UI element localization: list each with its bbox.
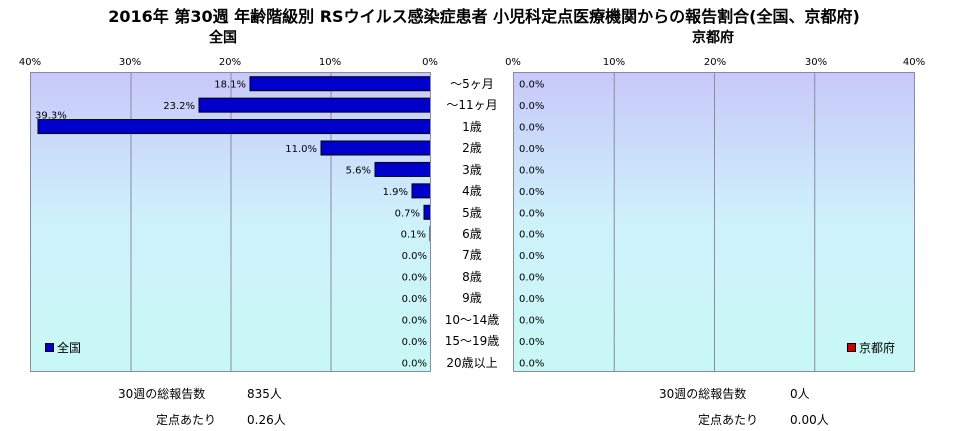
right-data-label: 0.0%	[519, 144, 544, 155]
left-data-label: 0.1%	[401, 230, 426, 241]
left-bar	[374, 161, 430, 177]
category-label: ～11ヶ月	[446, 98, 498, 113]
left-bar	[411, 183, 430, 199]
right-data-label: 0.0%	[519, 251, 544, 262]
national-plot-area: 18.1% 23.2% 39.3% 11.0% 5.6% 1.9% 0.7% 0.1% 0.0%…	[30, 72, 431, 372]
category-label: 5歳	[462, 205, 482, 220]
left-bar	[249, 76, 430, 92]
right-data-label: 0.0%	[519, 358, 544, 369]
national-reports-value: 835人	[247, 387, 282, 401]
category-label: 8歳	[462, 269, 482, 284]
left-bar	[198, 97, 430, 113]
left-data-label: 0.7%	[395, 208, 420, 219]
left-data-label: 0.0%	[402, 315, 427, 326]
kyoto-tick: 40%	[902, 57, 926, 68]
category-label: 20歳以上	[446, 355, 498, 370]
national-tick: 10%	[318, 57, 342, 68]
left-data-label: 1.9%	[383, 187, 408, 198]
kyoto-tick: 0%	[505, 57, 521, 68]
category-label: 3歳	[462, 162, 482, 177]
national-tick: 30%	[118, 57, 142, 68]
kyoto-per-site-value: 0.00人	[790, 413, 829, 427]
kyoto-legend: 京都府	[847, 339, 895, 356]
left-data-label: 0.0%	[402, 337, 427, 348]
national-tick: 0%	[422, 57, 438, 68]
kyoto-tick: 30%	[804, 57, 828, 68]
left-bar	[37, 119, 430, 135]
national-legend-swatch	[45, 343, 54, 352]
left-data-label: 0.0%	[402, 251, 427, 262]
chart-title: 2016年 第30週 年齢階級別 RSウイルス感染症患者 小児科定点医療機関から…	[108, 7, 860, 26]
left-data-label: 18.1%	[214, 80, 246, 91]
category-label: 15～19歳	[444, 334, 500, 349]
category-label: 9歳	[462, 291, 482, 306]
right-data-label: 0.0%	[519, 165, 544, 176]
category-label: 7歳	[462, 248, 482, 263]
kyoto-reports-label: 30週の総報告数	[659, 387, 747, 401]
right-data-label: 0.0%	[519, 294, 544, 305]
left-data-label: 39.3%	[35, 111, 67, 122]
kyoto-reports-value: 0人	[790, 387, 810, 401]
left-bar	[423, 204, 430, 220]
national-legend-label: 全国	[57, 341, 82, 355]
left-bar	[320, 140, 430, 156]
kyoto-per-site-label: 定点あたり	[698, 413, 759, 427]
right-data-label: 0.0%	[519, 208, 544, 219]
left-data-label: 5.6%	[346, 165, 371, 176]
left-data-label: 11.0%	[285, 144, 317, 155]
kyoto-legend-label: 京都府	[859, 341, 896, 355]
kyoto-legend-swatch	[847, 343, 856, 352]
right-data-label: 0.0%	[519, 187, 544, 198]
national-tick: 20%	[218, 57, 242, 68]
left-data-label: 0.0%	[402, 358, 427, 369]
category-label: 6歳	[462, 227, 482, 241]
national-reports-label: 30週の総報告数	[118, 387, 206, 401]
national-per-site-label: 定点あたり	[156, 413, 217, 427]
left-bar	[429, 226, 430, 242]
national-tick: 40%	[18, 57, 42, 68]
left-data-label: 0.0%	[402, 273, 427, 284]
left-data-label: 23.2%	[163, 101, 195, 112]
category-label: 10～14歳	[444, 312, 500, 327]
category-label: 4歳	[462, 184, 482, 199]
right-data-label: 0.0%	[519, 101, 544, 112]
right-data-label: 0.0%	[519, 315, 544, 326]
right-data-label: 0.0%	[519, 80, 544, 91]
kyoto-plot-area: 0.0% 0.0% 0.0% 0.0% 0.0% 0.0% 0.0% 0.0% 0.0% 0.0%…	[513, 72, 915, 372]
category-label: ～5ヶ月	[450, 77, 494, 91]
kyoto-subtitle: 京都府	[692, 30, 734, 46]
right-data-label: 0.0%	[519, 230, 544, 241]
kyoto-tick: 10%	[602, 57, 626, 68]
kyoto-tick: 20%	[703, 57, 727, 68]
right-data-label: 0.0%	[519, 337, 544, 348]
national-legend: 全国	[45, 339, 81, 356]
category-label: 2歳	[462, 141, 482, 156]
right-data-label: 0.0%	[519, 123, 544, 134]
category-label: 1歳	[462, 119, 482, 134]
right-data-label: 0.0%	[519, 273, 544, 284]
left-data-label: 0.0%	[402, 294, 427, 305]
national-per-site-value: 0.26人	[247, 413, 286, 427]
national-subtitle: 全国	[209, 30, 237, 46]
